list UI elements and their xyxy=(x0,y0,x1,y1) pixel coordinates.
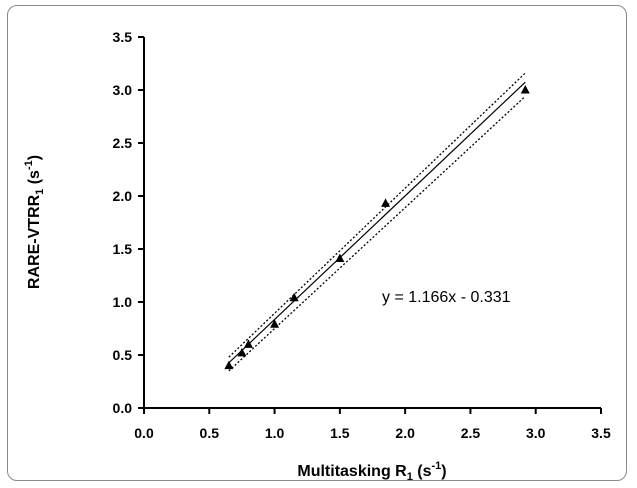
y-tick-label: 1.0 xyxy=(113,294,133,310)
y-axis-title-subscript: 1 xyxy=(34,189,46,195)
y-tick-label: 0.0 xyxy=(113,400,133,416)
tick-labels: 0.0 0.5 1.0 1.5 2.0 2.5 3.0 3.5 0.0 0.5 1.0 1.5 2.0 2… xyxy=(113,29,611,441)
x-tick-label: 3.5 xyxy=(591,425,611,441)
x-axis-title-subscript: 1 xyxy=(407,471,413,483)
x-axis-title-unit-open: (s xyxy=(413,463,432,480)
y-tick-label: 2.0 xyxy=(113,188,133,204)
x-axis-title: Multitasking R1 (s-1) xyxy=(297,460,446,483)
upper-confidence-line xyxy=(228,72,526,358)
y-tick-label: 1.5 xyxy=(113,241,133,257)
y-axis-title-unit-close: ) xyxy=(26,155,43,160)
regression-equation: y = 1.166x - 0.331 xyxy=(382,289,511,306)
data-point-triangle xyxy=(270,319,280,328)
regression-line xyxy=(228,81,526,364)
y-axis-title-main: RARE-VTRR xyxy=(26,194,43,289)
x-tick-label: 0.0 xyxy=(134,425,154,441)
lower-confidence-line xyxy=(228,95,526,372)
x-tick-label: 2.0 xyxy=(395,425,415,441)
x-axis-title-unit-close: ) xyxy=(441,463,446,480)
data-point-triangle xyxy=(335,253,345,263)
x-tick-label: 3.0 xyxy=(526,425,546,441)
y-tick-label: 3.0 xyxy=(113,82,133,98)
data-point-triangle xyxy=(381,198,391,207)
x-tick-label: 0.5 xyxy=(200,425,220,441)
data-point-triangle xyxy=(289,292,299,302)
y-axis-title-unit-open: (s xyxy=(26,170,43,189)
x-tick-label: 2.5 xyxy=(461,425,481,441)
x-axis-title-main: Multitasking R xyxy=(297,463,407,480)
data-point-triangle xyxy=(224,360,234,370)
y-axis-title-unit-superscript: -1 xyxy=(23,160,35,170)
x-tick-label: 1.5 xyxy=(330,425,350,441)
y-tick-label: 0.5 xyxy=(113,347,133,363)
data-point-triangle xyxy=(520,85,530,94)
y-axis-title: RARE-VTRR1 (s-1) xyxy=(23,155,46,289)
x-tick-label: 1.0 xyxy=(265,425,285,441)
axes xyxy=(138,36,602,414)
data-points xyxy=(224,85,530,370)
x-axis-title-unit-superscript: -1 xyxy=(432,460,442,472)
y-tick-label: 2.5 xyxy=(113,135,133,151)
y-tick-label: 3.5 xyxy=(113,29,133,45)
fit-lines xyxy=(228,72,526,372)
data-point-triangle xyxy=(243,339,253,348)
data-point-triangle xyxy=(237,347,247,357)
